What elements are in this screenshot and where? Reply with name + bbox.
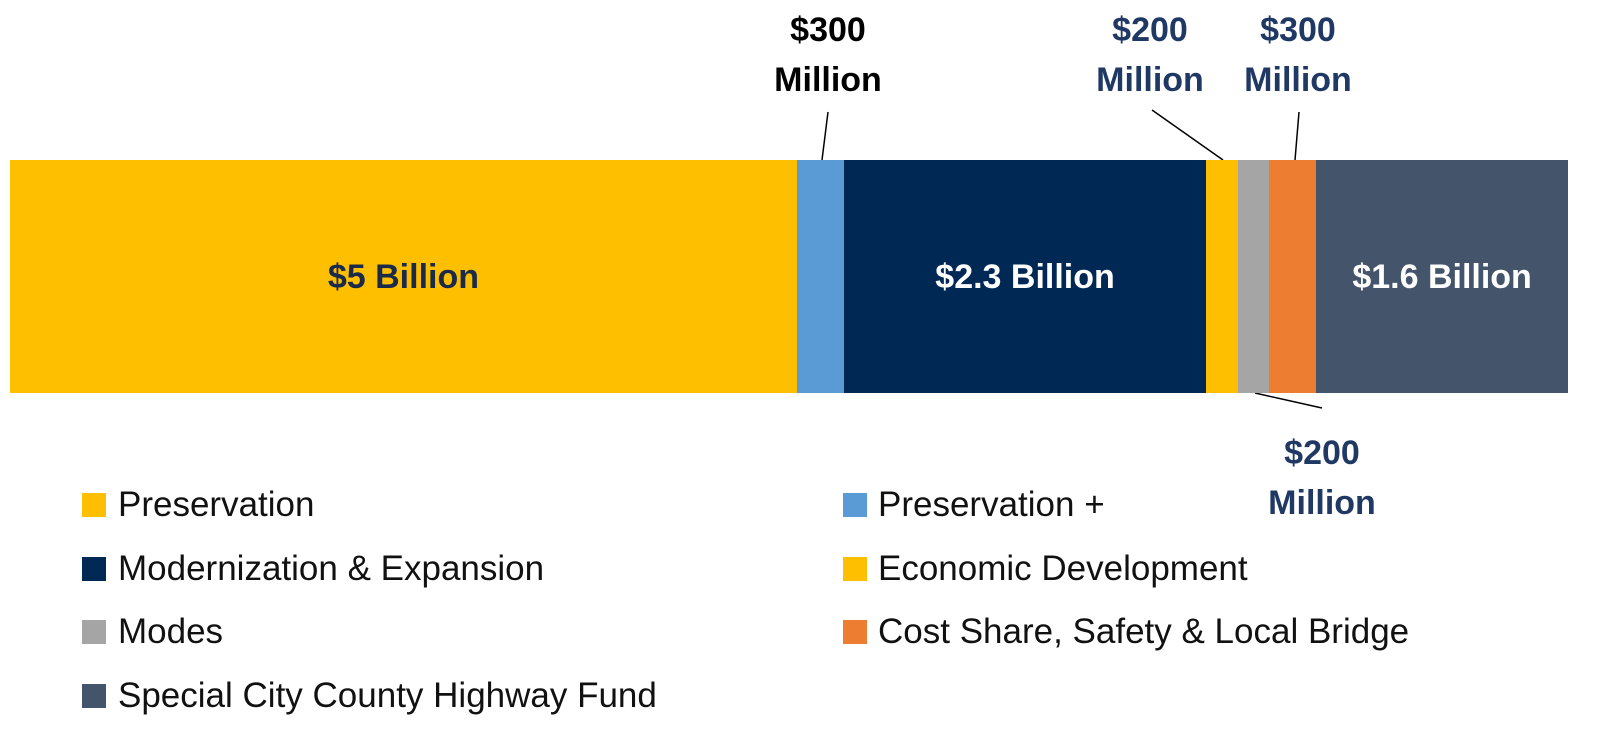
legend-swatch	[843, 493, 867, 517]
data-label: $1.6 Billion	[1352, 257, 1532, 296]
leader-line	[1254, 392, 1323, 409]
bar-segment	[10, 160, 797, 393]
leader-line	[821, 111, 829, 161]
legend-swatch	[82, 620, 106, 645]
legend-label: Modernization & Expansion	[118, 548, 545, 588]
legend-label: Modes	[118, 612, 224, 652]
legend-label: Special City County Highway Fund	[118, 676, 657, 716]
data-label: $2.3 Billion	[935, 257, 1115, 296]
data-label: $200 Million	[1268, 434, 1376, 522]
data-label: $300 Million	[1244, 11, 1352, 99]
bar-segment	[1237, 160, 1269, 393]
legend-label: Preservation	[118, 485, 315, 524]
legend-swatch	[82, 684, 106, 709]
legend-label: Cost Share, Safety & Local Bridge	[878, 612, 1410, 652]
legend-label: Economic Development	[878, 548, 1248, 588]
legend-swatch	[843, 556, 867, 581]
data-label: $5 Billion	[327, 257, 479, 296]
bar-segment	[796, 160, 845, 393]
legend-label: Preservation +	[878, 485, 1105, 524]
leader-line	[1294, 111, 1300, 161]
leader-line	[1151, 109, 1224, 161]
legend-swatch	[843, 620, 867, 645]
legend-swatch	[82, 556, 106, 581]
legend-swatch	[82, 493, 106, 517]
bar-segment	[844, 160, 1207, 393]
data-label: $200 Million	[1096, 11, 1204, 99]
bar-segment	[1316, 160, 1568, 393]
bar-segment	[1268, 160, 1317, 393]
data-label: $300 Million	[774, 11, 882, 99]
bar-segment	[1206, 160, 1238, 393]
